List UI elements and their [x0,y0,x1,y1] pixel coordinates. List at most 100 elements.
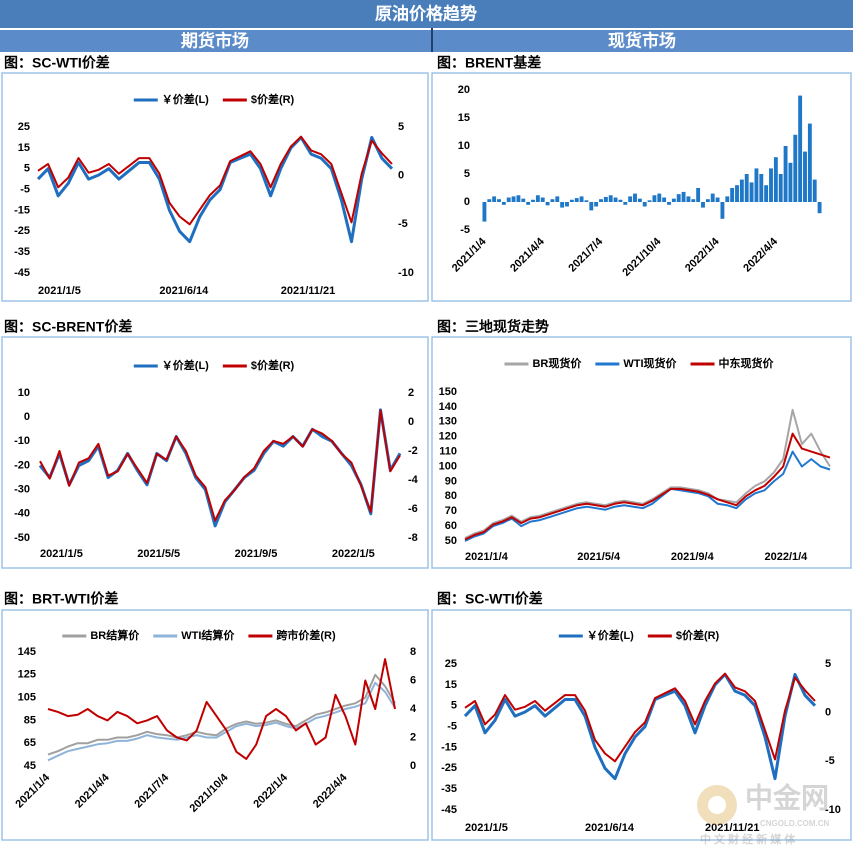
bar [521,198,526,202]
panel [431,336,852,569]
bar [535,195,540,202]
bar [555,196,560,202]
bar [744,174,749,202]
y-tick-label: 0 [464,196,470,208]
y-tick-label: -5 [20,183,30,195]
bar [701,202,705,208]
bar [730,188,735,202]
bar [793,134,798,202]
bar [550,199,555,202]
y-tick-label: -25 [14,225,30,237]
legend-label: BR现货价 [532,356,582,370]
series-line [39,409,401,522]
y2-tick-label: -8 [408,532,418,544]
y-tick-label: 5 [24,163,30,175]
bar [691,199,696,202]
y-tick-label: 85 [24,714,36,726]
bar [579,196,584,202]
bar [637,198,642,202]
bar [759,174,764,202]
y-tick-label: 10 [18,387,30,399]
x-tick-label: 2021/5/4 [577,551,621,563]
legend-label: $价差(R) [251,358,295,372]
bar [652,195,657,202]
bar [506,197,511,202]
left-header-text: 期货市场 [181,30,249,50]
legend-label: BR结算价 [90,628,140,642]
bar [526,202,531,205]
legend-label: WTI结算价 [181,628,235,642]
bar [565,202,569,207]
x-tick-label: 2021/1/5 [38,285,81,297]
y2-tick-label: 0 [825,707,831,719]
chart-title: 图：BRT-WTI价差 [4,591,118,607]
bar [773,157,778,202]
watermark-logo-inner [708,796,726,814]
bar [608,195,613,202]
bar [788,162,793,202]
bar [623,202,628,205]
y-tick-label: 25 [445,658,457,670]
bar [642,202,647,207]
bar [569,199,574,202]
bar [603,196,608,202]
y-tick-label: 60 [445,520,457,532]
legend-label: $价差(R) [676,628,720,642]
y2-tick-label: 0 [410,760,416,772]
y2-tick-label: -5 [398,218,408,230]
legend-label: $价差(R) [251,92,295,106]
y-tick-label: -45 [441,804,457,816]
bar [739,179,744,202]
y-tick-label: -15 [14,204,30,216]
chart-title: 图：SC-WTI价差 [437,591,543,607]
bar [667,202,671,205]
series-line [47,681,396,762]
bar [511,196,516,202]
x-tick-label: 2022/1/5 [332,548,375,560]
bar [531,199,535,202]
bar [497,199,501,202]
y2-tick-label: -5 [825,755,835,767]
bar [618,199,623,202]
y2-tick-label: -4 [408,474,419,486]
bar [584,200,589,202]
y-tick-label: 140 [439,401,457,413]
y-tick-label: -50 [14,532,30,544]
watermark: 中金网 CNGOLD.COM.CN 中 文 财 经 新 媒 体 [697,781,830,846]
bar [560,202,565,208]
y-tick-label: 50 [445,535,457,547]
bar [715,197,720,202]
bar [817,202,822,214]
panel [1,72,429,302]
x-tick-label: 2021/9/5 [235,548,278,560]
watermark-logo [697,785,737,825]
legend-label: 跨市价差(R) [276,628,336,642]
series-line [47,658,396,760]
y-tick-label: -15 [441,741,457,753]
chart-title: 图：SC-WTI价差 [4,55,110,71]
chart-title: 图：三地现货走势 [437,319,549,335]
bar [613,197,618,202]
bar [769,168,773,202]
bar [671,198,676,202]
y-tick-label: 20 [458,84,470,96]
y2-tick-label: 5 [825,658,831,670]
watermark-slogan: 中 文 财 经 新 媒 体 [700,832,796,846]
charts: 图：SC-WTI价差25155-5-15-25-35-4550-5-102021… [1,55,852,841]
series-line [47,673,396,756]
y-tick-label: 130 [439,416,457,428]
bar [735,185,739,202]
bar [662,197,667,202]
y-tick-label: 145 [18,646,36,658]
bar [589,202,594,211]
bar [633,193,637,202]
bar [628,196,633,202]
y-tick-label: 15 [18,142,30,154]
bar [812,179,817,202]
bar [516,195,521,202]
bar [676,194,681,202]
bar [803,151,807,202]
y-tick-label: 25 [18,121,30,133]
legend-label: 中东现货价 [719,356,775,370]
y-tick-label: 70 [445,505,457,517]
